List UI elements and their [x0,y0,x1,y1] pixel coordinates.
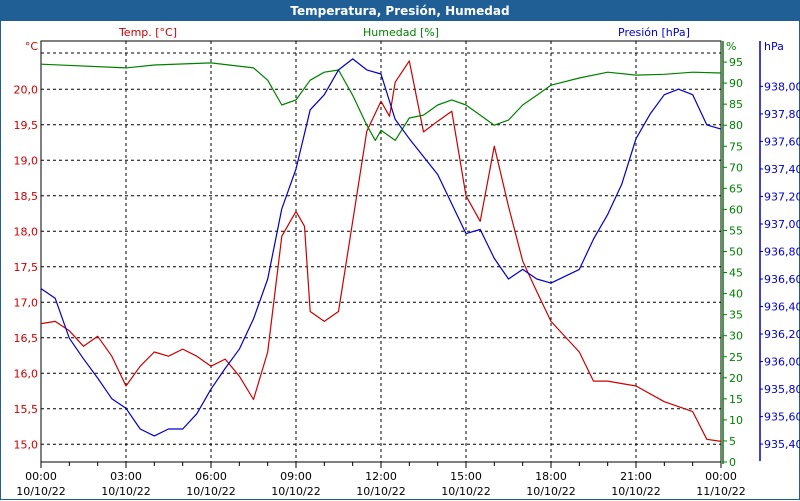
temp-tick-label: 19,5 [14,119,39,132]
pressure-tick-label: 937,40 [764,163,800,176]
x-tick-time: 00:00 [705,470,737,483]
x-tick-date: 10/10/22 [271,485,320,498]
humidity-tick-label: 40 [729,288,743,301]
humidity-tick-label: 15 [729,393,743,406]
pressure-tick-label: 935,40 [764,438,800,451]
series-line-pres [40,58,722,437]
temp-axis-title: Temp. [°C] [118,26,177,39]
humidity-axis-title: Humedad [%] [363,26,439,39]
humidity-tick-label: 0 [729,456,736,469]
pressure-tick-label: 937,00 [764,218,800,231]
pressure-tick-label: 937,60 [764,135,800,148]
humidity-tick-label: 90 [729,77,743,90]
x-tick-time: 09:00 [280,470,312,483]
x-tick-time: 21:00 [620,470,652,483]
x-tick-date: 10/10/22 [526,485,575,498]
x-tick-date: 10/10/22 [441,485,490,498]
temp-tick-label: 17,5 [14,261,39,274]
x-tick-date: 10/10/22 [101,485,150,498]
x-tick-time: 03:00 [110,470,142,483]
x-tick-date: 11/10/22 [696,485,745,498]
humidity-tick-label: 25 [729,351,743,364]
humidity-tick-label: 45 [729,267,743,280]
pressure-tick-label: 935,60 [764,411,800,424]
pressure-tick-label: 938,00 [764,80,800,93]
temp-tick-label: 18,5 [14,190,39,203]
humidity-tick-label: 75 [729,140,743,153]
temp-tick-label: 15,5 [14,403,39,416]
humidity-tick-label: 55 [729,224,743,237]
humidity-tick-label: 50 [729,246,743,259]
pressure-axis-title: Presión [hPa] [618,26,690,39]
x-tick-date: 10/10/22 [16,485,65,498]
pressure-tick-label: 937,20 [764,190,800,203]
temp-unit: °C [25,40,39,53]
temp-tick-label: 18,0 [14,225,39,238]
series-line-temp [40,60,722,442]
temp-tick-label: 16,0 [14,367,39,380]
x-tick-time: 06:00 [195,470,227,483]
humidity-tick-label: 70 [729,161,743,174]
temp-tick-label: 16,5 [14,332,39,345]
humidity-tick-label: 65 [729,182,743,195]
temp-tick-label: 19,0 [14,154,39,167]
humidity-tick-label: 10 [729,414,743,427]
temp-tick-label: 20,0 [14,83,39,96]
pressure-tick-label: 936,20 [764,328,800,341]
humidity-unit: % [726,40,736,53]
humidity-tick-label: 85 [729,98,743,111]
temp-tick-label: 17,0 [14,296,39,309]
x-tick-date: 10/10/22 [186,485,235,498]
humidity-tick-label: 60 [729,203,743,216]
temp-tick-label: 15,0 [14,438,39,451]
plot-frame [40,40,722,463]
x-tick-date: 10/10/22 [611,485,660,498]
humidity-tick-label: 80 [729,119,743,132]
humidity-tick-label: 95 [729,56,743,69]
pressure-unit: hPa [764,40,784,53]
pressure-tick-label: 936,00 [764,356,800,369]
humidity-tick-label: 5 [729,435,736,448]
humidity-tick-label: 20 [729,372,743,385]
pressure-tick-label: 936,60 [764,273,800,286]
x-tick-time: 18:00 [535,470,567,483]
x-tick-time: 15:00 [450,470,482,483]
humidity-tick-label: 30 [729,330,743,343]
pressure-tick-label: 935,80 [764,383,800,396]
pressure-tick-label: 937,80 [764,108,800,121]
x-tick-time: 12:00 [365,470,397,483]
window-title: Temperatura, Presión, Humedad [1,1,799,21]
pressure-tick-label: 936,80 [764,246,800,259]
humidity-tick-label: 35 [729,309,743,322]
x-tick-time: 00:00 [25,470,57,483]
pressure-tick-label: 936,40 [764,301,800,314]
x-tick-date: 10/10/22 [356,485,405,498]
